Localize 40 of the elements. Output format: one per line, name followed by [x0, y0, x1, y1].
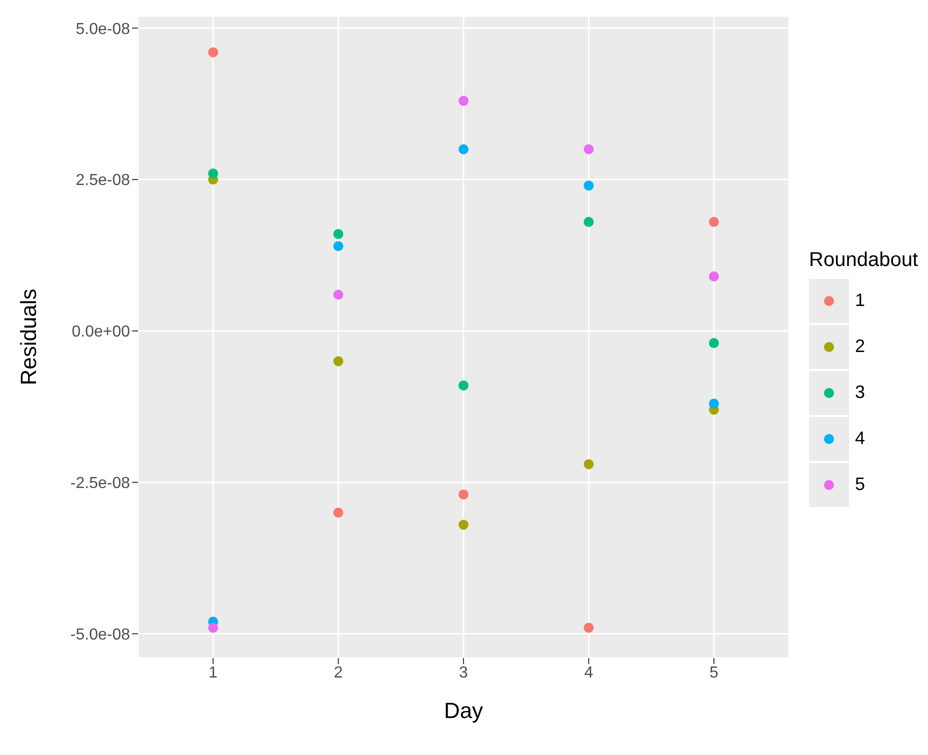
- legend-label: 3: [855, 382, 866, 403]
- point: [584, 459, 594, 470]
- point: [333, 290, 344, 300]
- legend-label: 4: [855, 428, 866, 449]
- y-tick-label: -2.5e-08: [70, 475, 130, 492]
- x-tick-label: 2: [334, 664, 343, 682]
- point: [208, 47, 218, 58]
- point: [208, 168, 218, 178]
- y-tick-label: -5.0e-08: [70, 626, 130, 644]
- y-tick-label: 0.0e+00: [72, 324, 130, 341]
- point: [584, 622, 594, 633]
- point: [458, 96, 469, 106]
- point: [458, 489, 469, 500]
- x-tick-label: 1: [208, 664, 218, 682]
- point: [333, 229, 344, 240]
- point: [708, 338, 719, 348]
- point: [458, 520, 469, 530]
- legend-title: Roundabout: [809, 248, 918, 272]
- x-axis-title: Day: [444, 698, 484, 723]
- x-tick-label: 5: [709, 664, 718, 682]
- point: [333, 508, 344, 518]
- legend-label: 1: [855, 290, 866, 311]
- point: [458, 144, 469, 154]
- point: [584, 180, 594, 191]
- point: [708, 216, 719, 227]
- point: [584, 216, 594, 227]
- point: [208, 622, 218, 633]
- x-tick-label: 3: [459, 664, 468, 682]
- point: [458, 380, 469, 390]
- y-axis-title: Residuals: [16, 288, 41, 386]
- legend-label: 2: [855, 336, 866, 357]
- point: [708, 271, 719, 282]
- y-tick-label: 5.0e-08: [76, 20, 130, 38]
- point: [333, 356, 344, 366]
- point: [584, 144, 594, 154]
- point: [333, 241, 344, 252]
- y-tick-label: 2.5e-08: [76, 172, 130, 190]
- point: [708, 398, 719, 409]
- x-tick-label: 4: [584, 664, 594, 682]
- legend-label: 5: [855, 474, 866, 495]
